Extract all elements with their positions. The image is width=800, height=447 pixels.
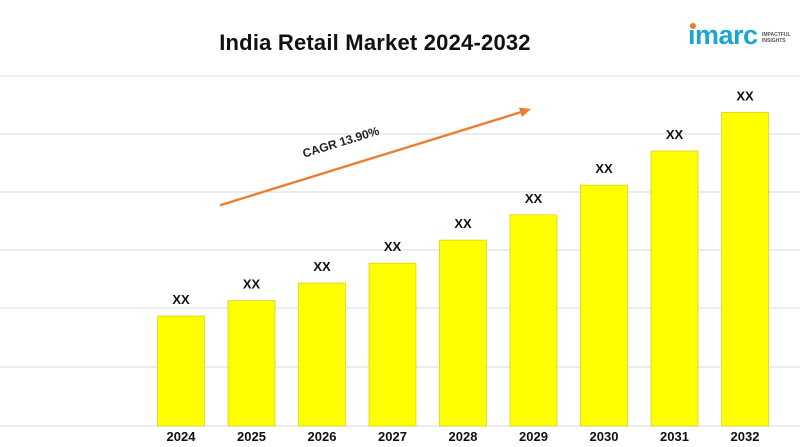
logo-tagline-line-1: IMPACTFUL [762, 32, 791, 38]
bars [157, 112, 769, 427]
data-label-2031: XX [666, 127, 684, 142]
logo-wordmark: imarc [688, 20, 758, 50]
x-tick-2026: 2026 [308, 429, 337, 444]
x-tick-2029: 2029 [519, 429, 548, 444]
bar-2031 [650, 150, 699, 427]
data-label-2027: XX [384, 239, 402, 254]
logo-tagline: IMPACTFUL INSIGHTS [762, 32, 791, 44]
bar-2029 [509, 214, 558, 427]
data-label-2026: XX [313, 259, 331, 274]
cagr-label: CAGR 13.90% [301, 124, 381, 161]
data-label-2025: XX [243, 277, 261, 292]
x-tick-2025: 2025 [237, 429, 266, 444]
x-tick-2027: 2027 [378, 429, 407, 444]
data-label-2028: XX [454, 216, 472, 231]
data-label-2029: XX [525, 191, 543, 206]
chart-title: India Retail Market 2024-2032 [219, 30, 531, 55]
bar-2026 [298, 282, 346, 427]
bar-2025 [227, 300, 276, 427]
x-axis-ticks: 2024 2025 2026 2027 2028 2029 2030 2031 2032 [167, 429, 760, 444]
data-label-2032: XX [736, 89, 754, 104]
bar-2027 [368, 262, 417, 427]
logo-dot-icon [690, 23, 696, 29]
logo-tagline-line-2: INSIGHTS [762, 38, 786, 44]
cagr-arrow-head-icon [519, 107, 531, 118]
bar-2030 [580, 184, 628, 427]
data-label-2030: XX [595, 161, 613, 176]
cagr-arrow-line [219, 110, 525, 207]
x-tick-2024: 2024 [167, 429, 197, 444]
data-label-2024: XX [172, 292, 190, 307]
bar-2032 [721, 112, 769, 427]
x-tick-2028: 2028 [449, 429, 478, 444]
x-tick-2030: 2030 [590, 429, 619, 444]
bar-2028 [439, 239, 487, 427]
bar-2024 [157, 315, 205, 427]
imarc-logo: imarc IMPACTFUL INSIGHTS [688, 20, 791, 52]
x-tick-2031: 2031 [660, 429, 689, 444]
x-tick-2032: 2032 [731, 429, 760, 444]
data-labels: XX XX XX XX XX XX XX XX XX [172, 89, 754, 308]
cagr-annotation: CAGR 13.90% [219, 107, 531, 207]
